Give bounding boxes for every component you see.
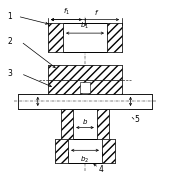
Text: $b_1$: $b_1$ — [80, 21, 90, 31]
Bar — [70, 65, 100, 80]
Bar — [48, 65, 122, 80]
Text: $f$: $f$ — [94, 8, 99, 17]
Text: $b_2$: $b_2$ — [80, 155, 90, 165]
Bar — [48, 23, 122, 52]
Bar — [48, 80, 122, 96]
Bar — [102, 139, 115, 163]
Bar — [55, 139, 115, 163]
Bar — [68, 139, 102, 163]
Bar — [70, 80, 100, 96]
Text: $d$: $d$ — [132, 97, 139, 106]
Bar — [48, 80, 122, 96]
Bar — [73, 109, 97, 139]
Text: 1: 1 — [7, 12, 12, 21]
Bar — [107, 23, 122, 52]
Bar — [61, 109, 73, 139]
Text: $b$: $b$ — [82, 117, 88, 126]
Bar — [63, 23, 107, 52]
Text: 5: 5 — [134, 115, 139, 124]
Text: $d$: $d$ — [28, 97, 34, 106]
Bar — [55, 139, 68, 163]
Bar — [48, 65, 122, 80]
Bar — [80, 83, 90, 93]
Text: 4: 4 — [98, 165, 103, 174]
Bar — [97, 109, 109, 139]
Bar — [61, 109, 109, 139]
Bar — [18, 94, 152, 109]
Bar — [48, 23, 63, 52]
Text: 3: 3 — [7, 69, 12, 78]
Text: $f_1$: $f_1$ — [63, 7, 70, 17]
Text: 2: 2 — [7, 37, 12, 46]
